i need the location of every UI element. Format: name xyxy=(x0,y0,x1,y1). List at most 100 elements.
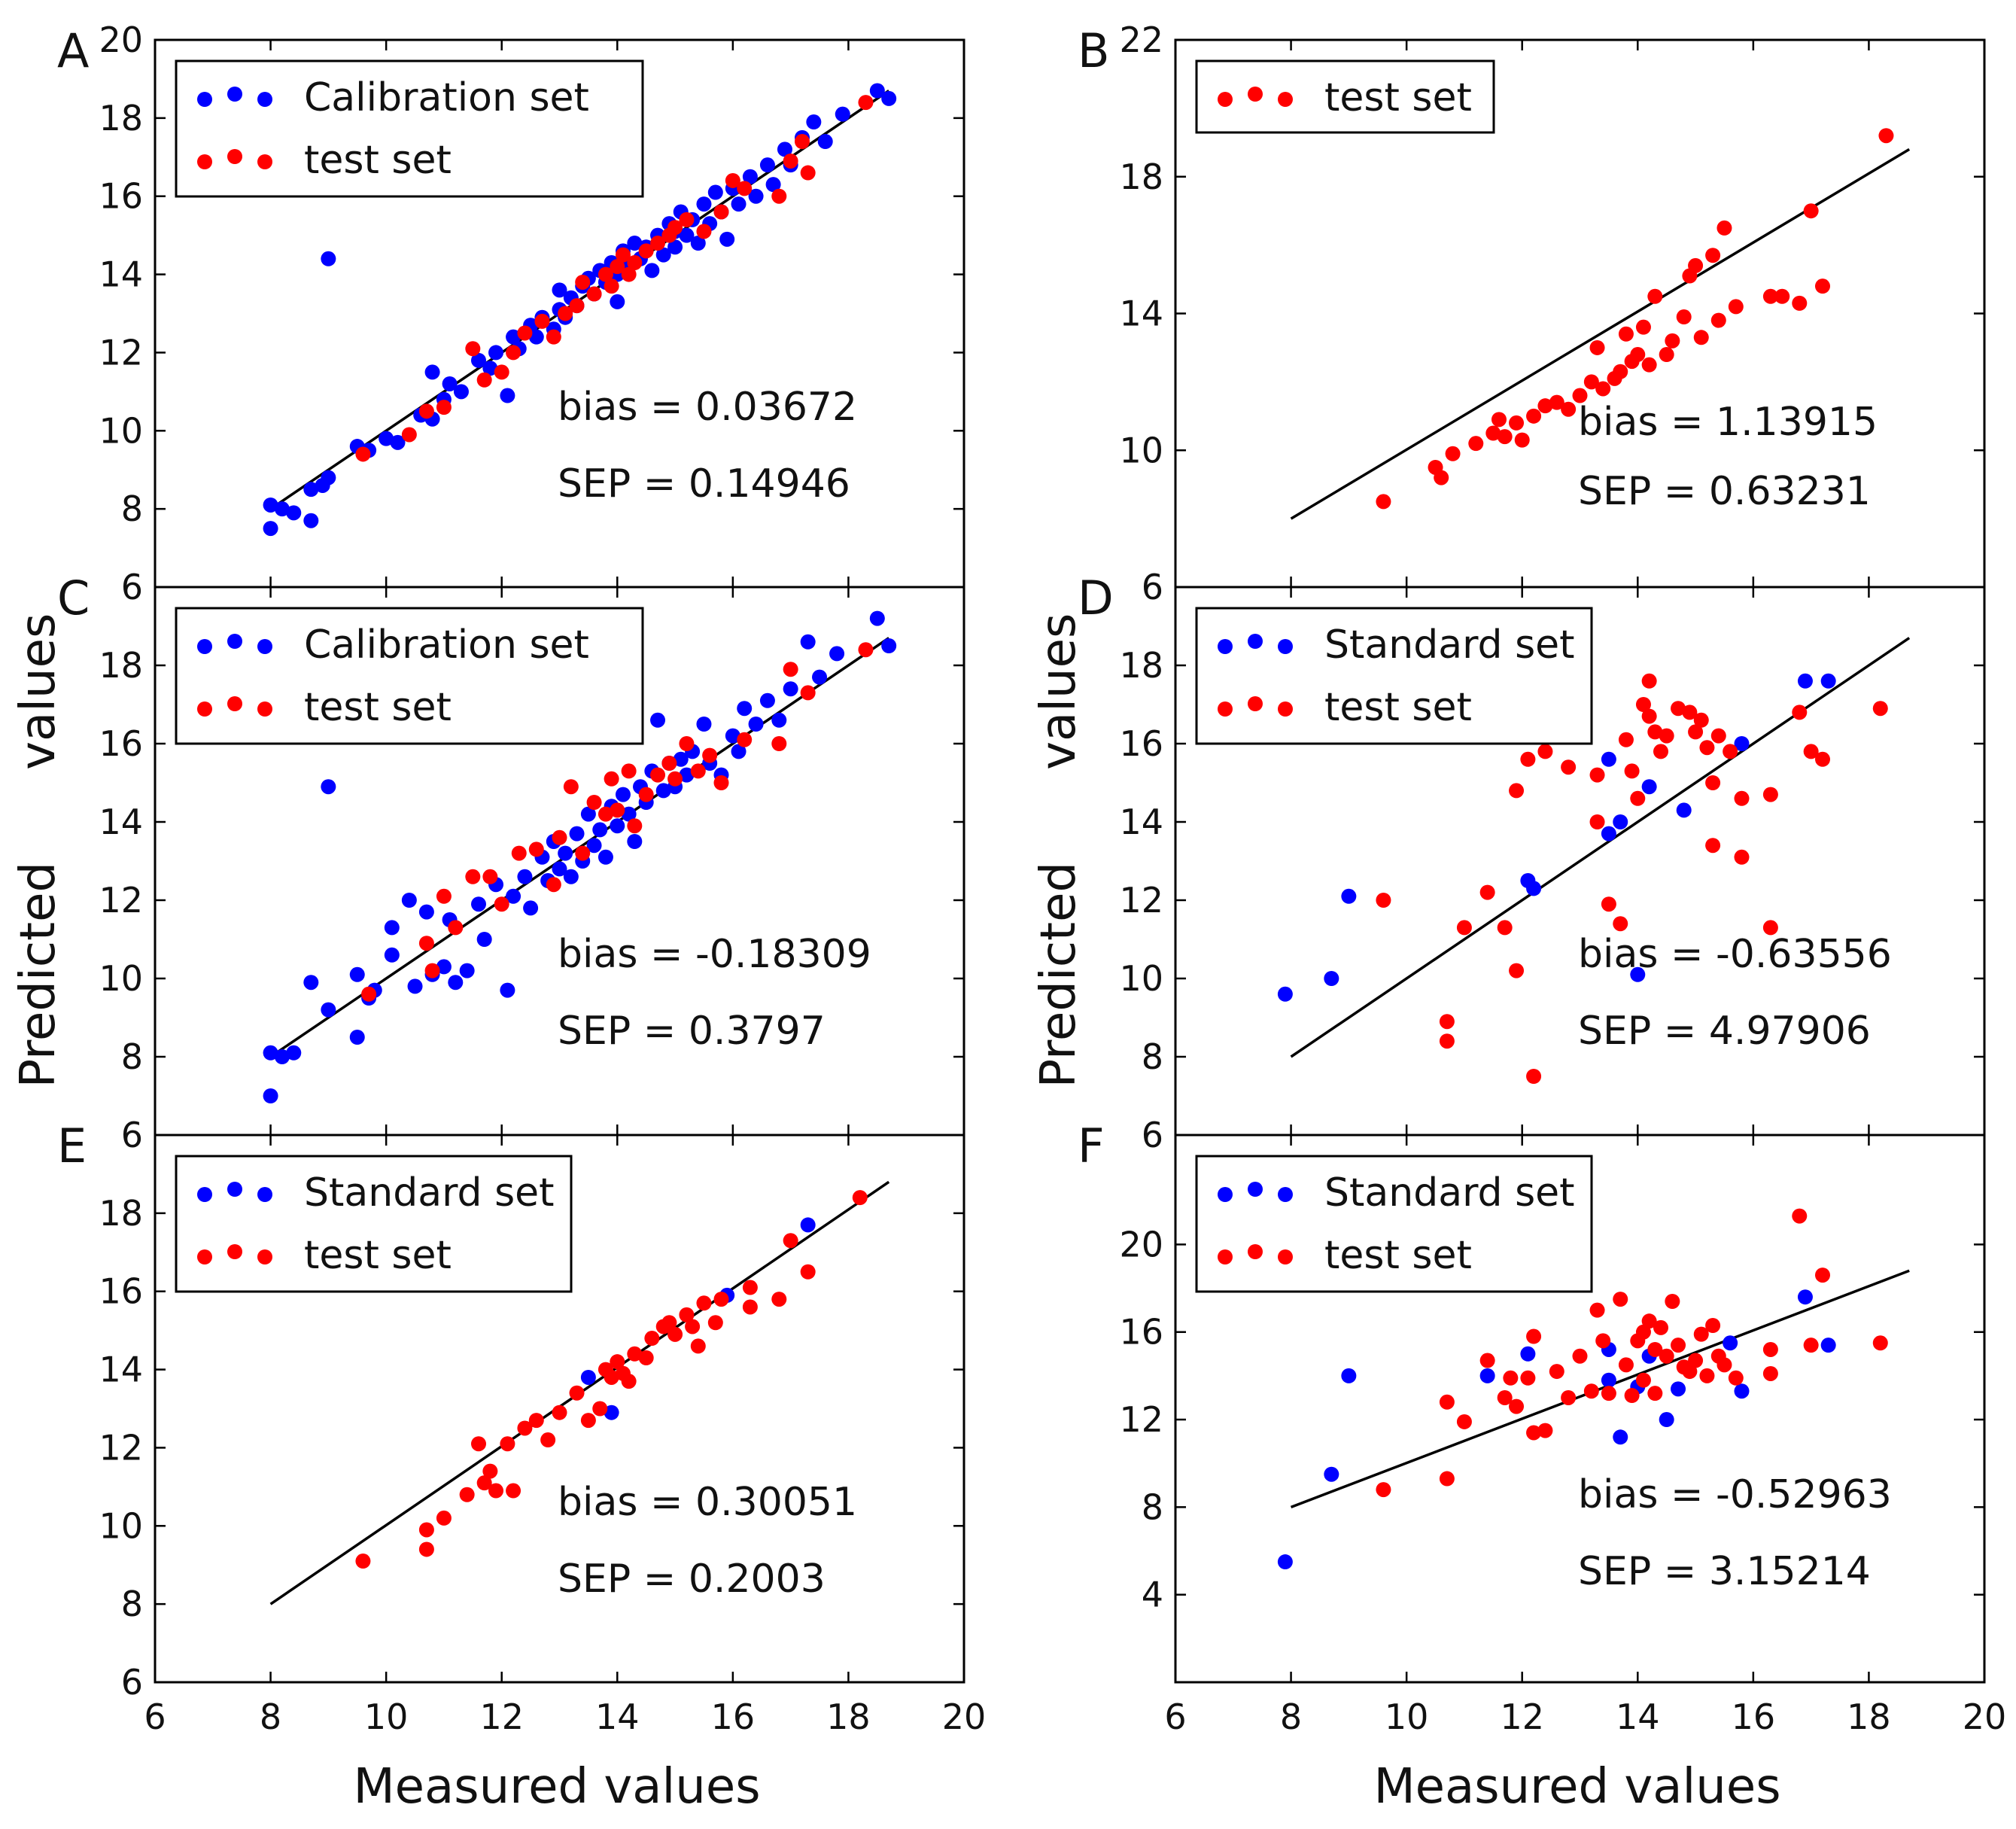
point-calibration-set xyxy=(812,669,828,685)
point-test-set xyxy=(1589,814,1605,829)
point-test-set xyxy=(1792,1208,1808,1224)
point-test-set xyxy=(1647,288,1663,304)
point-test-set xyxy=(1815,751,1830,767)
point-calibration-set xyxy=(771,712,787,728)
point-calibration-set xyxy=(586,838,602,854)
legend-marker xyxy=(1278,639,1293,654)
point-test-set xyxy=(667,220,683,236)
point-test-set xyxy=(1514,432,1530,448)
legend-box xyxy=(175,59,644,198)
point-test-set xyxy=(1705,775,1721,790)
legend-marker xyxy=(227,696,242,711)
point-test-set xyxy=(1872,701,1888,717)
point-test-set xyxy=(1641,673,1657,689)
point-test-set xyxy=(418,1541,434,1557)
legend-marker xyxy=(257,1249,272,1264)
point-standard-set xyxy=(1341,1368,1357,1383)
point-calibration-set xyxy=(806,114,822,130)
point-test-set xyxy=(1526,1069,1542,1084)
y-tick-label: 12 xyxy=(99,332,143,373)
point-test-set xyxy=(1589,1302,1605,1318)
point-test-set xyxy=(1561,1389,1577,1405)
y-tick-label: 16 xyxy=(99,176,143,217)
point-test-set xyxy=(638,243,654,259)
plot-frame xyxy=(1174,1134,1986,1684)
x-tick-label: 6 xyxy=(144,1697,166,1737)
point-test-set xyxy=(1497,920,1513,936)
legend: Standard set test set xyxy=(175,1155,573,1293)
point-calibration-set xyxy=(321,470,336,485)
y-tick-label: 16 xyxy=(1119,1312,1163,1353)
plot-frame xyxy=(154,1134,965,1684)
point-test-set xyxy=(771,736,787,751)
point-calibration-set xyxy=(627,236,643,251)
point-test-set xyxy=(1705,1317,1721,1333)
point-test-set xyxy=(1630,347,1646,363)
point-test-set xyxy=(1665,1294,1680,1310)
point-test-set xyxy=(1699,740,1715,756)
point-test-set xyxy=(800,685,816,701)
y-tick-label: 12 xyxy=(99,1427,143,1468)
y-tick-label: 10 xyxy=(99,410,143,451)
point-standard-set xyxy=(1820,673,1836,689)
point-calibration-set xyxy=(598,849,613,865)
y-tick-label: 18 xyxy=(99,98,143,138)
point-test-set xyxy=(1635,1372,1651,1388)
point-test-set xyxy=(742,1299,758,1315)
point-test-set xyxy=(1509,415,1525,431)
point-calibration-set xyxy=(610,818,625,834)
point-test-set xyxy=(569,298,585,314)
point-test-set xyxy=(494,364,509,380)
point-test-set xyxy=(696,224,712,239)
point-test-set xyxy=(1762,787,1778,802)
point-test-set xyxy=(1479,1353,1495,1368)
panels: 6 8 10 12 14 16 18 20 Calibration set test set bia… xyxy=(57,20,2006,1737)
point-standard-set xyxy=(1671,1381,1686,1397)
point-test-set xyxy=(661,1315,677,1331)
point-calibration-set xyxy=(528,329,544,345)
fit-line xyxy=(1290,148,1911,520)
point-calibration-set xyxy=(777,142,792,157)
x-tick-label: 16 xyxy=(1732,1697,1776,1737)
point-test-set xyxy=(482,1463,498,1479)
legend-label: test set xyxy=(1324,685,1472,730)
y-tick-label: 18 xyxy=(99,645,143,686)
point-test-set xyxy=(1439,1394,1455,1410)
point-test-set xyxy=(482,869,498,884)
point-standard-set xyxy=(604,1404,619,1420)
point-test-set xyxy=(707,1315,723,1331)
point-test-set xyxy=(534,313,550,329)
point-test-set xyxy=(1676,309,1692,325)
x-tick-label: 12 xyxy=(479,1697,524,1737)
point-calibration-set xyxy=(418,904,434,920)
y-tick-label: 8 xyxy=(121,1584,143,1624)
point-test-set xyxy=(1635,697,1651,712)
point-test-set xyxy=(1589,339,1605,355)
point-calibration-set xyxy=(263,1045,278,1061)
point-calibration-set xyxy=(263,1088,278,1103)
y-tick-label: 16 xyxy=(99,1271,143,1312)
point-test-set xyxy=(627,254,643,270)
point-test-set xyxy=(569,1385,585,1401)
point-test-set xyxy=(511,845,527,861)
y-tick-label: 12 xyxy=(99,880,143,921)
point-calibration-set xyxy=(442,376,458,391)
point-calibration-set xyxy=(748,188,764,204)
point-test-set xyxy=(598,806,613,822)
point-test-set xyxy=(1659,1348,1674,1364)
point-test-set xyxy=(1549,394,1564,410)
point-standard-set xyxy=(1797,1289,1813,1305)
point-standard-set xyxy=(1341,888,1357,904)
point-calibration-set xyxy=(742,169,758,184)
panel-letter: E xyxy=(57,1118,87,1173)
point-calibration-set xyxy=(621,806,637,822)
point-calibration-set xyxy=(448,975,464,991)
point-test-set xyxy=(1497,429,1513,445)
point-calibration-set xyxy=(869,610,885,626)
legend-marker xyxy=(227,634,242,649)
y-axis-title-right: Predicted values xyxy=(1031,613,1087,1088)
point-test-set xyxy=(1456,1414,1472,1429)
point-calibration-set xyxy=(286,1045,302,1061)
point-calibration-set xyxy=(424,364,440,380)
x-tick-label: 16 xyxy=(711,1697,756,1737)
